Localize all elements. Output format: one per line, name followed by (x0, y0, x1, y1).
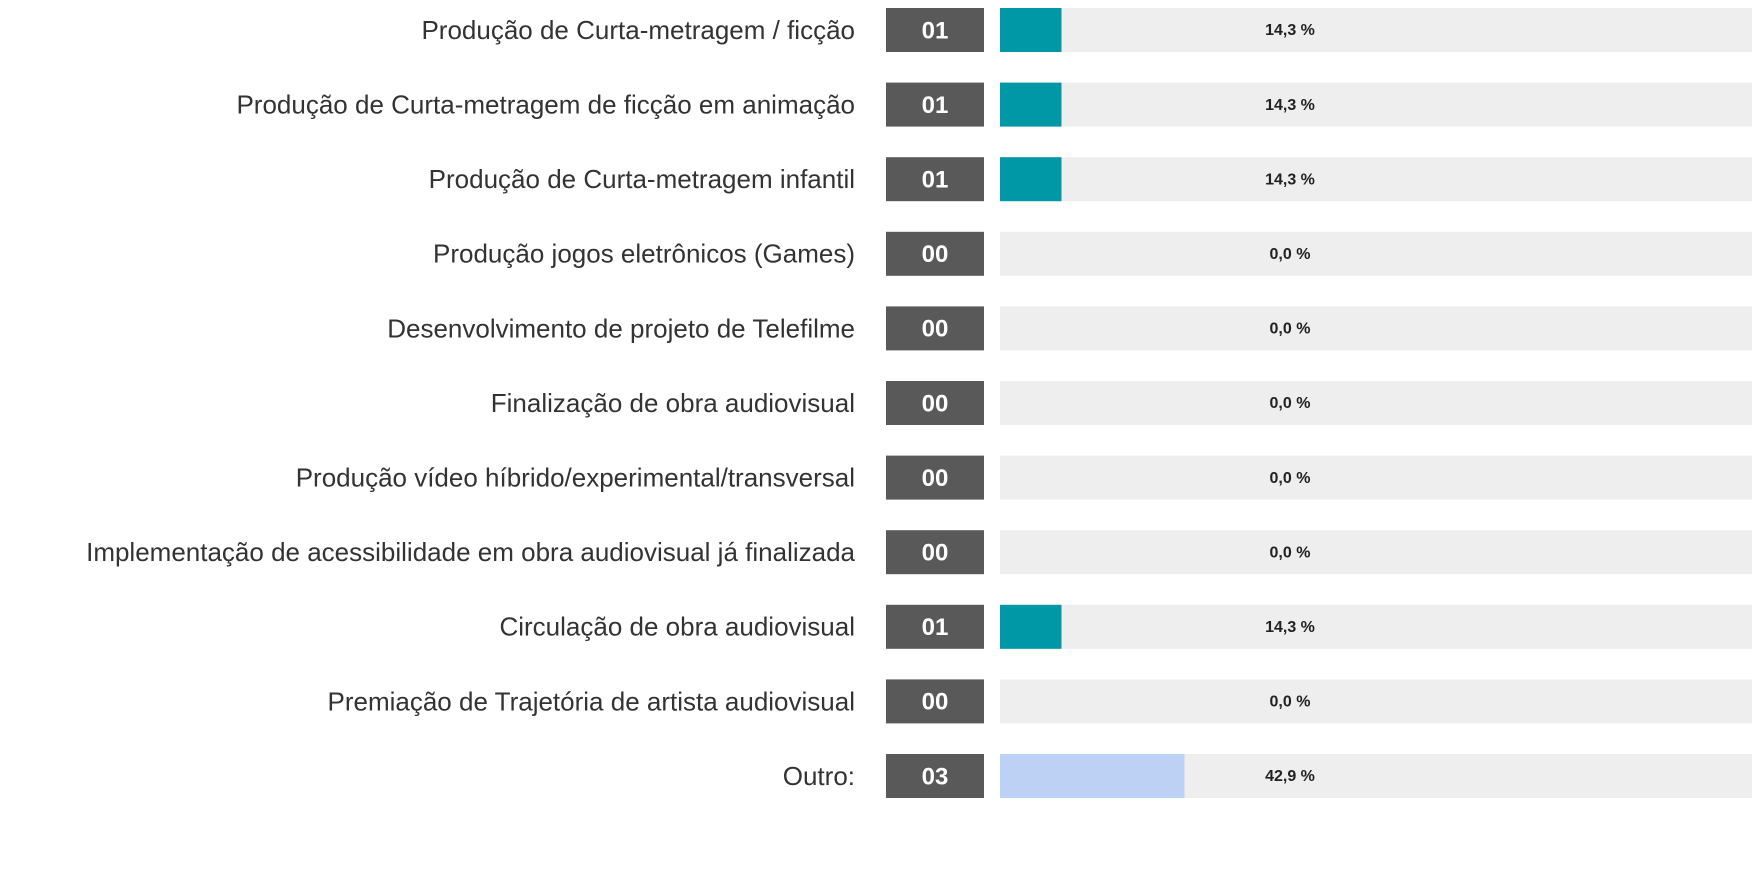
count-label: 01 (922, 167, 949, 194)
value-label: 0,0 % (1270, 321, 1311, 338)
value-label: 0,0 % (1270, 246, 1311, 263)
bar (1000, 82, 1062, 127)
count-box (886, 604, 984, 649)
count-label: 00 (922, 316, 949, 343)
count-box (886, 306, 984, 351)
value-label: 0,0 % (1270, 470, 1311, 487)
bar-track (1000, 381, 1752, 425)
count-box (886, 455, 984, 500)
count-box (886, 530, 984, 575)
value-label: 14,3 % (1265, 619, 1315, 636)
value-label: 0,0 % (1270, 544, 1311, 561)
count-label: 01 (922, 92, 949, 119)
category-label: Produção vídeo híbrido/experimental/tran… (296, 462, 855, 492)
count-box (886, 8, 984, 52)
bar-track (1000, 455, 1752, 500)
count-label: 00 (922, 241, 949, 268)
count-box (886, 82, 984, 127)
value-label: 14,3 % (1265, 22, 1315, 39)
bar-track (1000, 679, 1752, 724)
category-label: Produção de Curta-metragem de ficção em … (236, 89, 855, 119)
count-label: 01 (922, 17, 949, 44)
category-label: Finalização de obra audiovisual (491, 388, 855, 418)
count-label: 00 (922, 689, 949, 716)
count-box (886, 679, 984, 724)
value-label: 14,3 % (1265, 97, 1315, 114)
category-label: Produção de Curta-metragem infantil (429, 164, 855, 194)
bar-track (1000, 82, 1752, 127)
count-box (886, 157, 984, 202)
bar-track (1000, 8, 1752, 52)
value-label: 14,3 % (1265, 171, 1315, 188)
bar-track (1000, 604, 1752, 649)
category-label: Produção de Curta-metragem / ficção (421, 15, 855, 45)
bar-track (1000, 231, 1752, 276)
bar-track (1000, 306, 1752, 351)
value-label: 42,9 % (1265, 768, 1315, 785)
bar-track (1000, 157, 1752, 202)
count-label: 00 (922, 390, 949, 417)
category-label: Desenvolvimento de projeto de Telefilme (387, 313, 855, 343)
category-label: Circulação de obra audiovisual (499, 612, 855, 642)
value-label: 0,0 % (1270, 395, 1311, 412)
bar (1000, 604, 1062, 649)
category-label: Outro: (783, 761, 855, 791)
bar-track (1000, 530, 1752, 575)
count-label: 01 (922, 614, 949, 641)
count-box (886, 231, 984, 276)
category-label: Produção jogos eletrônicos (Games) (433, 239, 855, 269)
bar (1000, 8, 1062, 52)
count-box (886, 381, 984, 425)
category-label: Premiação de Trajetória de artista audio… (327, 686, 855, 716)
count-label: 00 (922, 540, 949, 567)
count-label: 00 (922, 465, 949, 492)
count-box (886, 754, 984, 798)
category-label: Implementação de acessibilidade em obra … (86, 537, 855, 567)
count-label: 03 (922, 763, 949, 790)
bar (1000, 754, 1185, 798)
bar (1000, 157, 1062, 202)
value-label: 0,0 % (1270, 694, 1311, 711)
